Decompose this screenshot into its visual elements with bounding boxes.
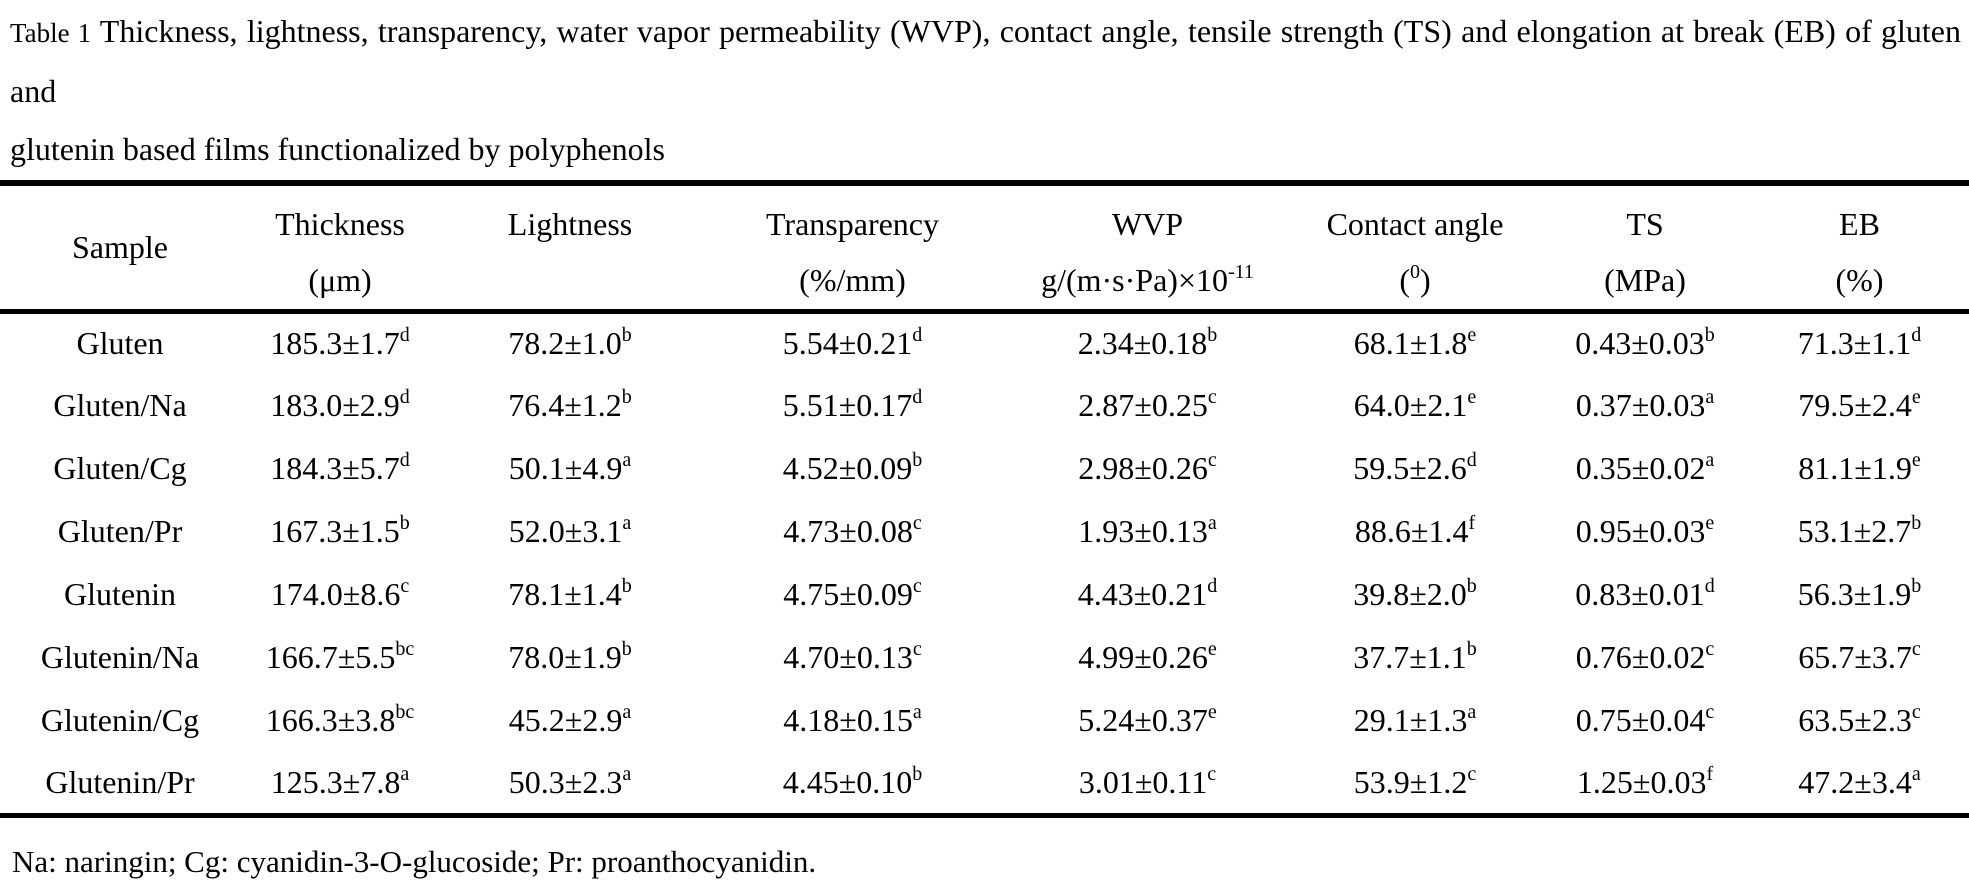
table-row: Gluten 185.3±1.7d 78.2±1.0b 5.54±0.21d 2.34±… [0,311,1969,374]
data-cell: 81.1±1.9e [1798,449,1921,486]
table-row: Glutenin/Cg 166.3±3.8bc 45.2±2.9a 4.18±0.15… [0,689,1969,752]
data-cell: 2.98±0.26c [1078,449,1217,486]
table-row: Gluten/Pr 167.3±1.5b 52.0±3.1a 4.73±0.08c 1.… [0,500,1969,563]
col-header-transparency: Transparency [766,206,939,242]
col-unit-contact-angle: (0) [1290,253,1540,314]
sample-cell: Glutenin/Cg [40,702,200,738]
data-cell: 63.5±2.3c [1798,701,1921,738]
col-header-thickness: Thickness [275,206,405,242]
col-unit-lightness [440,253,700,314]
sample-cell: Gluten [76,325,164,362]
data-cell: 76.4±1.2b [508,386,632,423]
data-cell: 184.3±5.7d [270,449,410,486]
data-cell: 78.2±1.0b [508,324,632,362]
data-cell: 1.93±0.13a [1078,512,1217,549]
caption-text: Thickness, lightness, transparency, wate… [10,13,1962,109]
data-cell: 174.0±8.6c [270,575,410,612]
data-cell: 0.76±0.02c [1575,638,1715,675]
data-cell: 50.1±4.9a [508,449,632,486]
data-cell: 53.1±2.7b [1797,512,1922,549]
data-cell: 2.87±0.25c [1078,386,1217,423]
data-cell: 29.1±1.3a [1353,701,1477,738]
data-cell: 56.3±1.9b [1797,575,1922,612]
table-body: Gluten 185.3±1.7d 78.2±1.0b 5.54±0.21d 2.34±… [0,311,1969,815]
data-cell: 0.83±0.01d [1575,575,1715,612]
data-cell: 5.51±0.17d [782,386,923,423]
data-cell: 4.45±0.10b [782,762,923,800]
data-cell: 5.24±0.37e [1078,701,1217,738]
data-cell: 4.18±0.15a [783,701,922,738]
caption-line-1: Table 1 Thickness, lightness, transparen… [10,2,1961,120]
data-cell: 0.75±0.04c [1575,701,1715,738]
data-cell: 47.2±3.4a [1798,762,1921,800]
table-header: Sample Thickness Lightness Transparency WVP C… [0,183,1969,314]
data-cell: 0.43±0.03b [1575,324,1715,362]
footnote-abbreviations: Na: naringin; Cg: cyanidin-3-O-glucoside… [12,843,817,879]
data-cell: 78.0±1.9b [508,638,632,675]
data-cell: 68.1±1.8e [1353,324,1477,362]
col-unit-eb: (%) [1750,253,1969,314]
data-cell: 166.7±5.5bc [265,638,415,675]
col-unit-ts: (MPa) [1540,253,1750,314]
col-unit-transparency: (%/mm) [700,253,1005,314]
sample-cell: Glutenin/Na [40,639,200,675]
header-row-names: Sample Thickness Lightness Transparency WVP C… [0,183,1969,314]
table-row: Glutenin/Na 166.7±5.5bc 78.0±1.9b 4.70±0.13… [0,626,1969,689]
data-cell: 65.7±3.7c [1798,638,1921,675]
col-header-eb: EB [1839,206,1880,242]
data-cell: 183.0±2.9d [270,386,410,423]
data-cell: 59.5±2.6d [1353,449,1477,486]
data-cell: 0.35±0.02a [1575,449,1715,486]
data-cell: 0.37±0.03a [1575,386,1715,423]
col-unit-wvp: g/(m·s·Pa)×10-11 [1005,253,1290,314]
data-cell: 45.2±2.9a [508,701,632,738]
data-cell: 125.3±7.8a [270,762,410,800]
data-cell: 39.8±2.0b [1353,575,1477,612]
data-cell: 78.1±1.4b [508,575,632,612]
data-cell: 3.01±0.11c [1078,762,1217,800]
data-cell: 37.7±1.1b [1353,638,1477,675]
sample-cell: Glutenin [64,576,176,612]
data-cell: 88.6±1.4f [1354,512,1476,549]
data-cell: 79.5±2.4e [1798,386,1921,423]
sample-cell: Gluten/Pr [57,513,183,549]
col-header-wvp: WVP [1111,206,1184,242]
table-row: Gluten/Na 183.0±2.9d 76.4±1.2b 5.51±0.17d 2.… [0,374,1969,437]
data-cell: 4.73±0.08c [783,512,922,549]
sample-cell: Glutenin/Pr [45,763,195,800]
sample-cell: Gluten/Cg [53,450,187,486]
col-header-ts: TS [1626,206,1664,242]
col-header-lightness: Lightness [507,206,633,242]
data-cell: 1.25±0.03f [1576,762,1714,800]
col-header-contact-angle: Contact angle [1326,206,1504,242]
data-cell: 64.0±2.1e [1353,386,1477,423]
table-caption: Table 1 Thickness, lightness, transparen… [0,0,1969,178]
header-row-units: (μm) (%/mm) g/(m·s·Pa)×10-11 (0) (MPa) (%) [0,253,1969,314]
table-row: Gluten/Cg 184.3±5.7d 50.1±4.9a 4.52±0.09b 2.… [0,437,1969,500]
data-cell: 5.54±0.21d [782,324,923,362]
col-header-sample: Sample [0,183,240,314]
data-cell: 4.52±0.09b [782,449,923,486]
data-cell: 166.3±3.8bc [265,701,415,738]
table-row: Glutenin 174.0±8.6c 78.1±1.4b 4.75±0.09c 4.4… [0,563,1969,626]
data-cell: 50.3±2.3a [508,762,632,800]
data-cell: 71.3±1.1d [1797,324,1922,362]
caption-line-2: glutenin based films functionalized by p… [10,131,665,167]
data-cell: 185.3±1.7d [270,324,410,362]
data-cell: 52.0±3.1a [508,512,632,549]
data-cell: 4.70±0.13c [783,638,922,675]
data-cell: 167.3±1.5b [270,512,410,549]
data-cell: 4.43±0.21d [1077,575,1218,612]
data-cell: 53.9±1.2c [1353,762,1477,800]
col-unit-thickness: (μm) [240,253,440,314]
data-cell: 2.34±0.18b [1077,324,1218,362]
sample-cell: Gluten/Na [53,387,187,423]
table-row: Glutenin/Pr 125.3±7.8a 50.3±2.3a 4.45±0.10b… [0,752,1969,815]
data-cell: 0.95±0.03e [1575,512,1715,549]
results-table: Sample Thickness Lightness Transparency WVP C… [0,180,1969,818]
data-cell: 4.75±0.09c [783,575,922,612]
table-number-label: Table 1 [10,18,92,48]
data-cell: 4.99±0.26e [1078,638,1217,675]
